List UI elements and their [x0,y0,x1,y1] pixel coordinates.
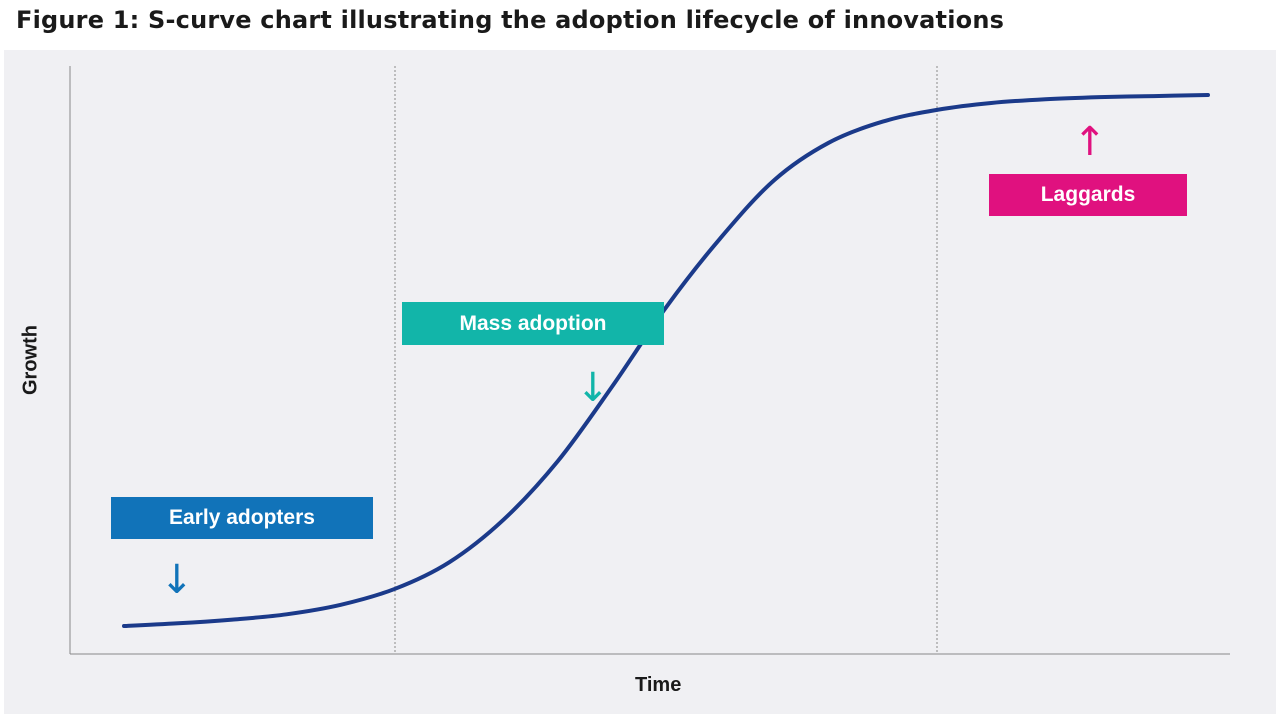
chart-panel [4,50,1276,714]
adoption-s-curve [122,93,1210,628]
mass-adoption-label: Mass adoption [402,302,664,345]
laggards-label: Laggards [989,174,1187,216]
early-adopters-label: Early adopters [111,497,373,539]
laggards-up-arrow-icon: ↑ [1073,119,1107,165]
y-axis-title: Growth [19,325,42,395]
chart-title: Figure 1: S-curve chart illustrating the… [16,6,1005,34]
x-axis-title: Time [635,674,682,696]
early-adopters-down-arrow-icon: ↓ [160,557,194,603]
mass-adoption-down-arrow-icon: ↓ [576,365,610,411]
